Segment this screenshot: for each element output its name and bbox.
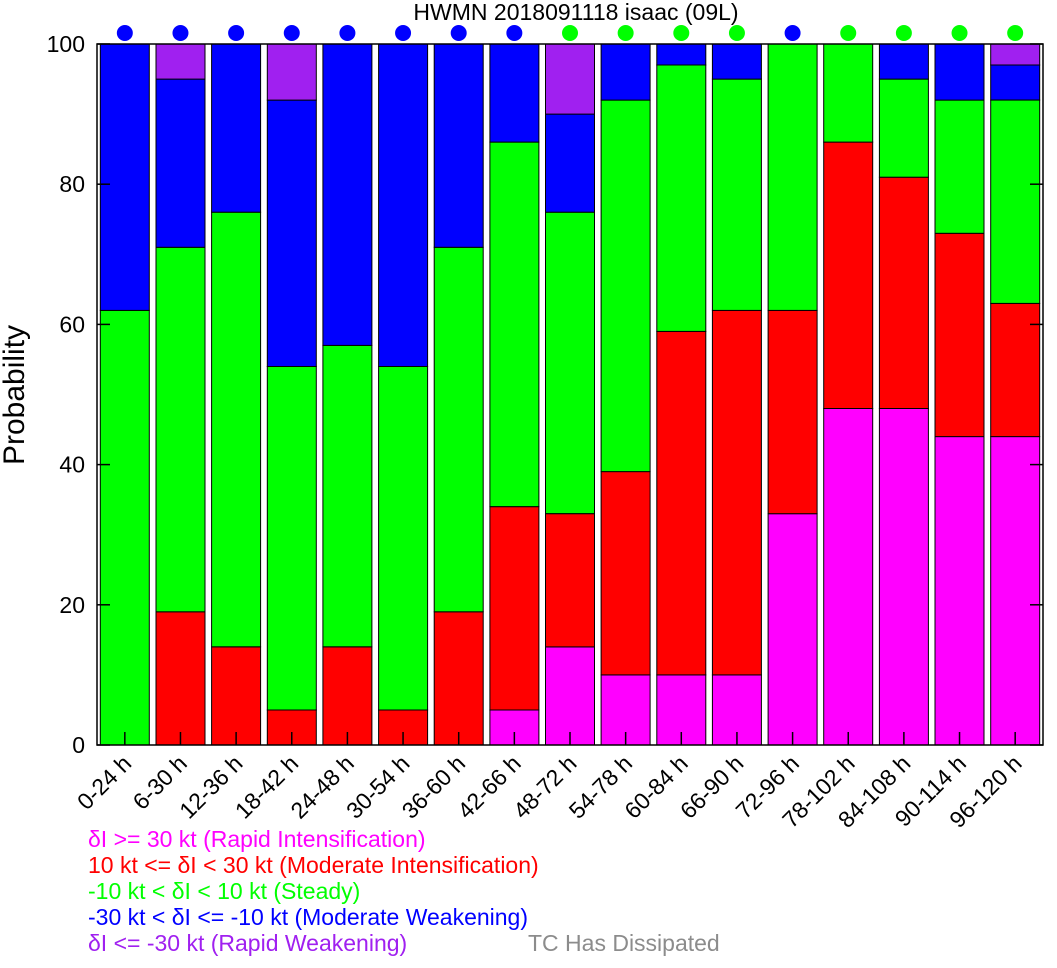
bar-segment-mw-10 [656,43,707,66]
bar-segment-mw-9 [600,43,651,101]
bar-segment-mi-1 [155,611,206,746]
bar-segment-mw-11 [711,43,762,80]
legend-item-moderate-weakening: -30 kt < δI <= -10 kt (Moderate Weakenin… [88,904,529,930]
bar-segment-st-2 [211,211,262,648]
legend-item-moderate-intensification: 10 kt <= δI < 30 kt (Moderate Intensific… [88,852,539,878]
bar-segment-ri-8 [545,646,595,746]
bar-segment-st-11 [711,78,762,311]
x-tick-label-0: 0-24 h [72,750,137,815]
bar-segment-mw-5 [378,43,429,367]
category-dot-8 [562,25,578,41]
bar-segment-mw-1 [155,78,206,248]
category-dot-14 [895,25,912,41]
category-dot-1 [172,25,189,41]
bar-segment-st-5 [378,366,429,711]
bar-segment-rw-3 [266,43,317,101]
category-dot-2 [228,25,245,41]
bar-segment-ri-14 [878,408,929,746]
bar-segment-mi-8 [545,513,595,648]
category-dot-3 [283,25,300,41]
bar-segment-mw-15 [934,43,985,101]
bar-segment-st-0 [99,309,150,746]
y-tick-label-3: 60 [59,311,85,337]
bar-segment-rw-1 [155,43,206,80]
y-tick-label-4: 80 [59,171,85,197]
legend-item-steady: -10 kt < δI < 10 kt (Steady) [88,878,361,904]
legend-item-rapid-intensification: δI >= 30 kt (Rapid Intensification) [88,826,426,852]
y-tick-label-0: 0 [72,732,85,758]
bar-segment-mw-7 [489,43,540,143]
bar-segment-st-4 [322,344,373,648]
bar-segment-st-14 [878,78,929,178]
bar-segment-st-10 [656,64,707,332]
y-tick-label-5: 100 [47,31,85,57]
category-dot-0 [116,25,133,41]
category-dot-16 [1007,25,1024,41]
bar-segment-st-16 [990,99,1041,304]
bar-segment-mi-4 [322,646,373,746]
bar-segment-mw-8 [545,113,595,213]
category-dot-5 [395,25,412,41]
bar-segment-mi-13 [823,141,874,409]
bar-segment-rw-16 [990,43,1041,66]
bar-segment-mw-4 [322,43,373,346]
bar-segment-st-13 [823,43,874,143]
bar-segment-mi-9 [600,471,651,676]
y-tick-label-1: 20 [59,592,85,618]
bar-segment-st-9 [600,99,651,473]
bar-segment-ri-15 [934,436,985,746]
bar-segment-mi-7 [489,506,540,711]
category-dot-7 [506,25,523,41]
category-dot-15 [951,25,968,41]
bar-segment-mw-14 [878,43,929,80]
bar-segment-ri-16 [990,436,1041,746]
bar-segment-mw-2 [211,43,262,213]
category-dot-6 [450,25,467,41]
category-dot-13 [840,25,857,41]
bar-segment-mw-16 [990,64,1041,101]
legend-item-rapid-weakening: δI <= -30 kt (Rapid Weakening) [88,930,408,956]
bar-segment-st-3 [266,366,317,711]
category-dot-10 [673,25,690,41]
category-dot-4 [339,25,356,41]
dots-layer [116,25,1024,41]
bar-segment-st-1 [155,246,206,613]
tc-dissipated-label: TC Has Dissipated [528,930,720,956]
bar-segment-mi-6 [433,611,484,746]
bar-segment-mi-16 [990,302,1041,438]
bar-segment-st-15 [934,99,985,234]
bar-segment-mw-6 [433,43,484,248]
category-dot-9 [617,25,634,41]
bar-segment-mi-10 [656,330,707,676]
bar-segment-ri-13 [823,408,874,746]
legend: δI >= 30 kt (Rapid Intensification) 10 k… [88,826,539,956]
bar-segment-st-12 [767,43,818,311]
bars-layer [99,43,1041,746]
bar-segment-mi-14 [878,176,929,409]
y-tick-label-2: 40 [59,452,85,478]
bar-segment-mi-11 [711,309,762,676]
bar-segment-st-8 [545,211,595,515]
category-dot-11 [728,25,745,41]
bar-segment-mi-12 [767,309,818,515]
bar-segment-rw-8 [545,43,595,115]
bar-segment-mw-0 [99,43,150,311]
chart-title: HWMN 2018091118 isaac (09L) [413,0,738,25]
bar-segment-mi-2 [211,646,262,746]
y-axis-label: Probability [0,325,31,465]
category-dot-12 [784,25,801,41]
bar-segment-ri-12 [767,513,818,746]
bar-segment-mi-15 [934,232,985,438]
bar-segment-st-7 [489,141,540,508]
bar-segment-st-6 [433,246,484,613]
bar-segment-mw-3 [266,99,317,367]
